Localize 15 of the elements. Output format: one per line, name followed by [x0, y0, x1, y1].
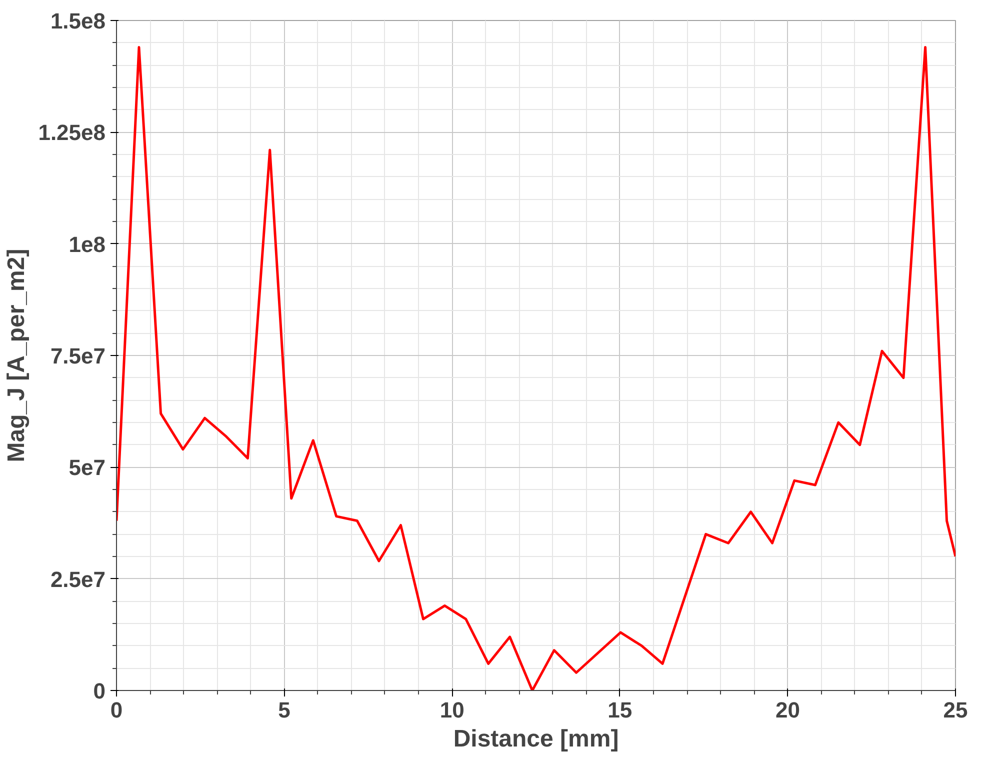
- x-tick-label: 5: [278, 698, 290, 722]
- x-tick-label: 10: [440, 698, 464, 722]
- y-tick-label: 0: [93, 678, 106, 704]
- x-tick-label: 0: [110, 698, 123, 722]
- y-tick-label: 7.5e7: [50, 344, 106, 368]
- y-tick-label: 2.5e7: [50, 566, 106, 592]
- y-tick-label: 5e7: [68, 455, 106, 480]
- x-tick-label: 20: [775, 698, 800, 722]
- y-tick-label: 1e8: [68, 232, 106, 257]
- x-tick-label: 25: [943, 698, 968, 722]
- y-tick-label: 1.5e8: [50, 8, 106, 34]
- x-tick-label: 15: [608, 698, 632, 722]
- y-tick-label: 1.25e8: [38, 120, 106, 146]
- y-axis-title: Mag_J [A_per_m2]: [3, 248, 30, 462]
- x-axis-title: Distance [mm]: [453, 726, 619, 752]
